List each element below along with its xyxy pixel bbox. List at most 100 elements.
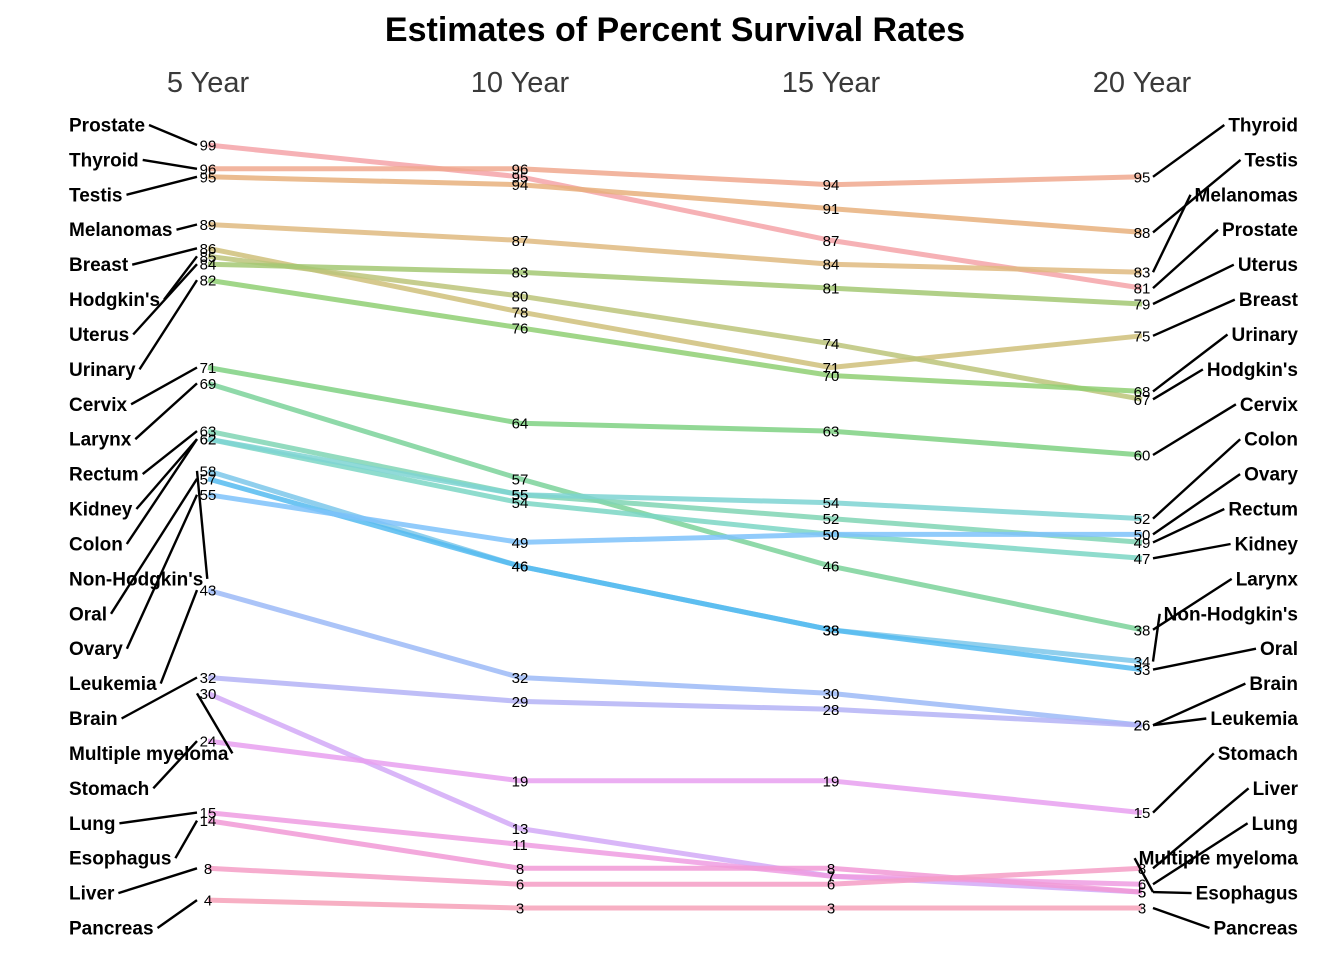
value-label-thyroid-3: 95 xyxy=(1134,169,1151,186)
series-line-breast xyxy=(207,245,1143,370)
left-label-uterus: Uterus xyxy=(69,325,129,346)
value-label-oral-0: 57 xyxy=(200,471,217,488)
series-line-colon xyxy=(207,436,1143,522)
series-lines xyxy=(207,142,1143,911)
right-label-brain: Brain xyxy=(1249,674,1298,695)
value-label-multiple-myeloma-2: 7 xyxy=(827,869,835,886)
left-label-urinary: Urinary xyxy=(69,360,136,381)
right-leader-prostate xyxy=(1152,228,1219,289)
right-category-labels: Thyroid Testis Melanomas Prostate Uterus Brea… xyxy=(1139,116,1299,940)
value-label-brain-0: 32 xyxy=(200,670,217,687)
series-line-melanomas xyxy=(207,222,1143,275)
value-label-liver-2: 6 xyxy=(827,877,835,894)
value-label-urinary-3: 68 xyxy=(1134,384,1151,401)
left-label-ovary: Ovary xyxy=(69,639,123,660)
value-label-rectum-1: 55 xyxy=(512,487,529,504)
left-leader-prostate xyxy=(148,123,198,147)
left-leader-lung xyxy=(119,811,198,825)
series-line-esophagus xyxy=(207,818,1143,895)
right-label-cervix: Cervix xyxy=(1240,395,1299,416)
series-line-oral xyxy=(207,476,1143,673)
left-label-thyroid: Thyroid xyxy=(69,150,139,171)
value-label-hodgkin-s-1: 80 xyxy=(512,289,529,306)
value-label-non-hodgkin-s-2: 38 xyxy=(823,622,840,639)
value-label-uterus-0: 84 xyxy=(200,257,217,274)
value-label-testis-2: 91 xyxy=(823,201,840,218)
value-label-uterus-1: 83 xyxy=(512,265,529,282)
right-label-oral: Oral xyxy=(1260,639,1298,660)
value-label-hodgkin-s-0: 85 xyxy=(200,249,217,266)
left-label-brain: Brain xyxy=(69,709,118,730)
left-label-prostate: Prostate xyxy=(69,116,145,137)
left-label-multiple-myeloma: Multiple myeloma xyxy=(69,744,229,765)
left-leader-larynx xyxy=(134,382,198,441)
value-label-liver-0: 8 xyxy=(204,861,212,878)
left-label-non-hodgkin-s: Non-Hodgkin's xyxy=(69,569,203,590)
value-label-multiple-myeloma-0: 30 xyxy=(200,686,217,703)
value-label-brain-2: 28 xyxy=(823,702,840,719)
value-label-stomach-1: 19 xyxy=(512,773,529,790)
right-leader-larynx xyxy=(1152,577,1233,631)
series-line-thyroid xyxy=(208,166,1143,188)
value-label-oral-2: 38 xyxy=(823,622,840,639)
value-label-colon-0: 62 xyxy=(200,432,217,449)
value-label-pancreas-2: 3 xyxy=(827,901,835,918)
value-label-multiple-myeloma-1: 13 xyxy=(512,821,529,838)
right-leader-brain xyxy=(1152,682,1246,727)
value-label-esophagus-0: 14 xyxy=(200,813,217,830)
value-label-pancreas-0: 4 xyxy=(204,893,212,910)
right-leader-liver xyxy=(1152,787,1250,870)
value-label-multiple-myeloma-3: 5 xyxy=(1138,885,1146,902)
right-leader-stomach xyxy=(1152,752,1215,814)
value-label-larynx-2: 46 xyxy=(823,559,840,576)
value-label-lung-1: 11 xyxy=(512,837,528,854)
value-label-uterus-3: 79 xyxy=(1134,297,1151,314)
right-leader-non-hodgkin-s xyxy=(1151,613,1161,662)
value-label-rectum-0: 63 xyxy=(200,424,217,441)
value-label-testis-3: 88 xyxy=(1134,225,1151,242)
left-leader-liver xyxy=(118,867,198,895)
series-line-leukemia xyxy=(207,587,1143,728)
value-label-melanomas-1: 87 xyxy=(512,233,529,250)
right-label-breast: Breast xyxy=(1239,290,1299,311)
right-leader-testis xyxy=(1152,158,1242,234)
value-label-esophagus-2: 8 xyxy=(827,861,835,878)
right-label-liver: Liver xyxy=(1253,779,1299,800)
left-leader-rectum xyxy=(141,430,198,476)
value-label-oral-3: 33 xyxy=(1134,662,1151,679)
left-label-esophagus: Esophagus xyxy=(69,849,171,870)
left-leader-oral xyxy=(109,478,199,615)
right-leader-uterus xyxy=(1152,263,1235,306)
left-label-lung: Lung xyxy=(69,814,115,835)
right-label-melanomas: Melanomas xyxy=(1195,185,1298,206)
value-label-non-hodgkin-s-0: 58 xyxy=(200,463,217,480)
value-label-urinary-2: 70 xyxy=(823,368,840,385)
left-leader-stomach xyxy=(152,740,198,790)
left-label-pancreas: Pancreas xyxy=(69,919,154,940)
value-label-prostate-0: 99 xyxy=(200,138,217,155)
value-label-stomach-0: 24 xyxy=(200,734,217,751)
left-leader-hodgkin-s xyxy=(163,255,198,301)
value-label-ovary-0: 55 xyxy=(200,487,217,504)
value-label-oral-1: 46 xyxy=(512,559,529,576)
right-leader-multiple-myeloma xyxy=(1133,857,1155,893)
right-leader-thyroid xyxy=(1152,124,1226,178)
right-leader-esophagus xyxy=(1152,890,1192,895)
right-leader-colon xyxy=(1152,438,1242,520)
column-header-15-year: 15 Year xyxy=(782,67,881,99)
column-headers: 5 Year 10 Year 15 Year 20 Year xyxy=(167,67,1192,99)
value-label-cervix-3: 60 xyxy=(1134,448,1151,465)
left-leader-colon xyxy=(125,438,198,545)
value-label-lung-2: 7 xyxy=(827,869,835,886)
right-label-urinary: Urinary xyxy=(1231,325,1298,346)
left-label-stomach: Stomach xyxy=(69,779,149,800)
value-label-prostate-3: 81 xyxy=(1134,281,1151,298)
value-label-non-hodgkin-s-1: 46 xyxy=(512,559,529,576)
value-label-larynx-1: 57 xyxy=(512,471,529,488)
left-label-oral: Oral xyxy=(69,604,107,625)
label-leaders xyxy=(109,123,1257,930)
series-line-pancreas xyxy=(207,897,1142,911)
left-leader-multiple-myeloma xyxy=(195,692,234,755)
value-label-brain-1: 29 xyxy=(512,694,529,711)
